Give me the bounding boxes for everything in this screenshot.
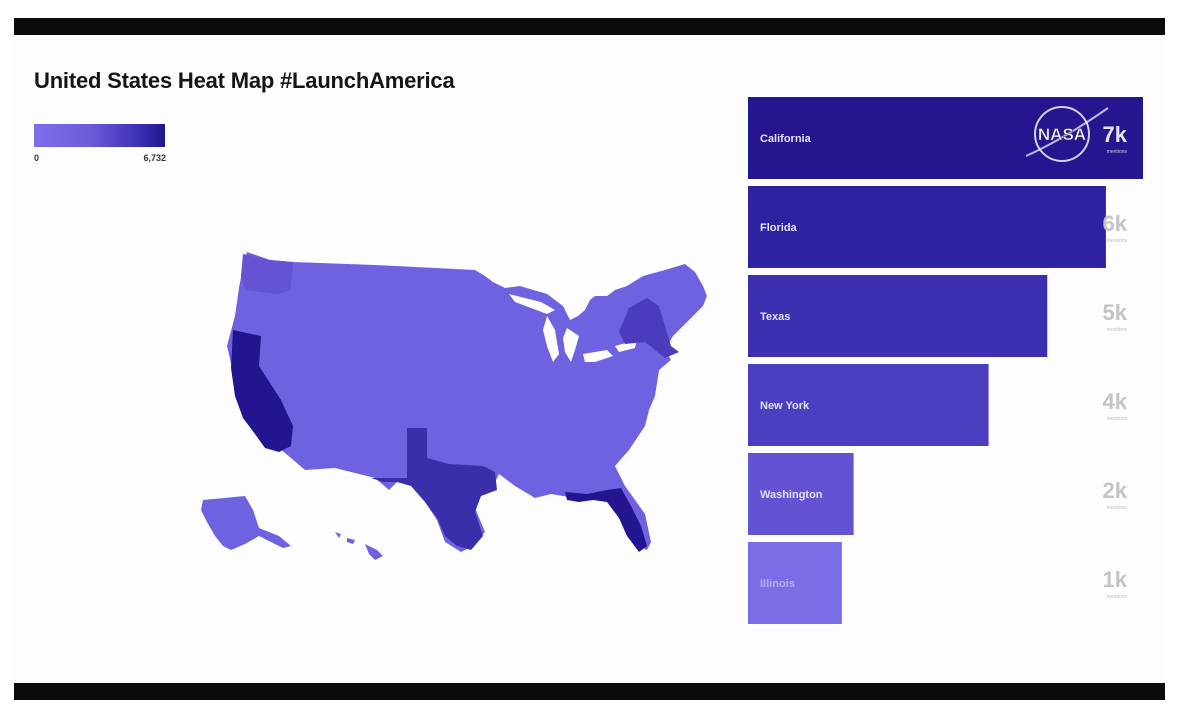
legend-max-label: 6,732	[143, 153, 166, 163]
bar-unit-label: mentions	[1107, 416, 1128, 422]
bar-value-label: 6k	[1103, 211, 1128, 236]
bar-unit-label: mentions	[1107, 238, 1128, 244]
bar-category-label: New York	[760, 400, 810, 412]
state-alaska	[201, 496, 291, 550]
bar-new-york	[748, 364, 989, 446]
bar-value-label: 4k	[1103, 389, 1128, 414]
us-heat-map	[201, 252, 707, 560]
state-washington	[241, 254, 293, 294]
bar-value-label: 2k	[1103, 478, 1128, 503]
bar-category-label: Illinois	[760, 578, 795, 590]
bar-value-label: 7k	[1103, 122, 1128, 147]
bar-texas	[748, 275, 1048, 357]
state-new-york	[619, 298, 679, 358]
color-scale-legend	[34, 124, 165, 147]
state-florida	[565, 488, 647, 552]
bar-category-label: Florida	[760, 222, 798, 234]
nasa-logo-text: NASA	[1038, 125, 1086, 144]
legend-min-label: 0	[34, 153, 40, 163]
bar-category-label: Washington	[760, 489, 823, 501]
great-lakes	[509, 294, 637, 362]
bar-value-label: 1k	[1103, 567, 1128, 592]
chart-title: United States Heat Map #LaunchAmerica	[34, 68, 455, 93]
bar-washington	[748, 453, 854, 535]
bar-unit-label: mentions	[1107, 505, 1128, 511]
bar-category-label: California	[760, 133, 812, 145]
nasa-logo: NASA	[1025, 106, 1109, 162]
bar-unit-label: mentions	[1107, 327, 1128, 333]
bar-category-label: Texas	[760, 311, 790, 323]
state-hawaii	[335, 532, 383, 560]
bar-illinois	[748, 542, 842, 624]
bar-unit-label: mentions	[1107, 149, 1128, 155]
contiguous-us-shape	[227, 252, 707, 552]
bar-florida	[748, 186, 1106, 268]
bar-unit-label: mentions	[1107, 594, 1128, 600]
state-california	[231, 330, 293, 452]
state-mentions-bar-chart: California 7k mentions Florida 6k mentions Tex…	[748, 97, 1143, 624]
letterbox-top	[14, 18, 1165, 35]
letterbox-bottom	[14, 683, 1165, 700]
state-texas	[371, 428, 497, 550]
bar-value-label: 5k	[1103, 300, 1128, 325]
